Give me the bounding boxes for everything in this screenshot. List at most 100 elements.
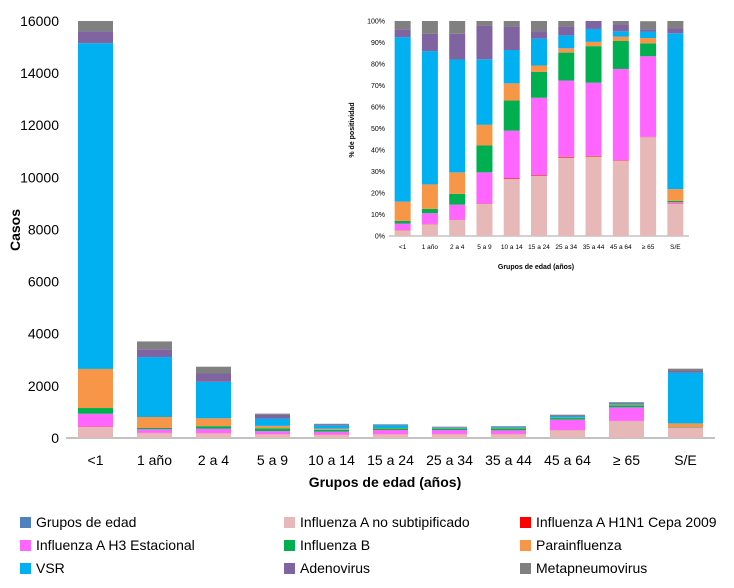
main-y-tick-label: 8000 bbox=[28, 221, 59, 237]
inset-bar-segment bbox=[422, 184, 438, 209]
main-y-tick-label: 2000 bbox=[28, 378, 59, 394]
legend-label: Grupos de edad bbox=[36, 514, 136, 530]
inset-y-tick-label: 100% bbox=[367, 18, 385, 25]
inset-bar-segment bbox=[422, 21, 438, 34]
inset-bar-segment bbox=[531, 21, 547, 31]
main-bar-segment bbox=[373, 430, 408, 434]
legend-label: Influenza A H3 Estacional bbox=[36, 537, 195, 553]
main-bar-segment bbox=[668, 423, 703, 427]
main-x-tick-label: 2 a 4 bbox=[198, 452, 229, 468]
inset-bar-segment bbox=[531, 66, 547, 72]
inset-bar-segment bbox=[395, 202, 411, 221]
inset-x-tick-label: <1 bbox=[399, 244, 407, 251]
inset-bar-segment bbox=[476, 172, 492, 203]
legend-swatch bbox=[520, 563, 531, 574]
inset-bar-segment bbox=[586, 21, 602, 29]
inset-bar-segment bbox=[422, 213, 438, 224]
inset-bar-segment bbox=[476, 204, 492, 236]
main-x-tick-label: 25 a 34 bbox=[426, 452, 473, 468]
main-bar-segment bbox=[314, 424, 349, 425]
main-bar-segment bbox=[196, 429, 231, 433]
inset-bar-segment bbox=[640, 137, 656, 236]
inset-bar-segment bbox=[558, 48, 574, 52]
main-bar-segment bbox=[255, 431, 290, 434]
inset-bar-segment bbox=[640, 43, 656, 56]
inset-x-tick-label: 5 a 9 bbox=[477, 244, 492, 251]
inset-bar-segment bbox=[449, 21, 465, 34]
main-bar-segment bbox=[373, 428, 408, 430]
main-bar-segment bbox=[137, 433, 172, 438]
main-bar-segment bbox=[255, 415, 290, 419]
main-bar-segment bbox=[196, 382, 231, 418]
main-bar-segment bbox=[196, 426, 231, 429]
inset-bar-segment bbox=[586, 42, 602, 46]
inset-bar-segment bbox=[476, 26, 492, 59]
main-bar-segment bbox=[491, 430, 526, 434]
main-bar-segment bbox=[137, 357, 172, 417]
inset-x-tick-label: 10 a 14 bbox=[501, 244, 523, 251]
main-bar-segment bbox=[432, 428, 467, 429]
main-bar-segment bbox=[432, 427, 467, 428]
main-y-tick-label: 10000 bbox=[20, 169, 59, 185]
legend-label: Influenza B bbox=[300, 537, 370, 553]
inset-bar-segment bbox=[422, 51, 438, 184]
main-bar-segment bbox=[137, 429, 172, 433]
main-bar-segment bbox=[314, 435, 349, 438]
inset-bar-segment bbox=[395, 30, 411, 38]
main-bar-segment bbox=[137, 341, 172, 349]
inset-y-tick-label: 90% bbox=[371, 40, 385, 47]
inset-bar-segment bbox=[558, 26, 574, 35]
main-bar-segment bbox=[491, 426, 526, 427]
main-bar-segment bbox=[314, 430, 349, 432]
main-bar-segment bbox=[78, 369, 113, 408]
inset-bar-segment bbox=[640, 38, 656, 43]
main-bar-segment bbox=[78, 414, 113, 427]
main-x-tick-label: ≥ 65 bbox=[613, 452, 640, 468]
inset-bar-segment bbox=[667, 204, 683, 236]
inset-bar-segment bbox=[504, 101, 520, 131]
main-bar-segment bbox=[373, 434, 408, 438]
main-bar-segment bbox=[196, 373, 231, 381]
inset-bar-segment bbox=[558, 53, 574, 81]
inset-bar-segment bbox=[640, 29, 656, 31]
inset-bar-segment bbox=[476, 145, 492, 172]
inset-bar-segment bbox=[586, 156, 602, 157]
main-x-axis-label: Grupos de edad (años) bbox=[309, 474, 461, 490]
inset-bar-segment bbox=[449, 172, 465, 194]
main-bar-segment bbox=[491, 427, 526, 428]
inset-bar-segment bbox=[613, 161, 629, 236]
inset-x-tick-label: ≥ 65 bbox=[642, 244, 655, 251]
main-bar-segment bbox=[491, 428, 526, 430]
main-bar-segment bbox=[255, 414, 290, 415]
main-x-tick-label: S/E bbox=[674, 452, 697, 468]
inset-bar-segment bbox=[586, 156, 602, 236]
inset-chart: % de positividad Grupos de edad (años) 0… bbox=[349, 14, 732, 276]
inset-bar-segment bbox=[449, 34, 465, 60]
inset-bar-segment bbox=[613, 21, 629, 24]
main-bar-segment bbox=[609, 403, 644, 404]
inset-bar-segment bbox=[640, 56, 656, 137]
legend-swatch bbox=[520, 517, 531, 528]
legend-label: Parainfluenza bbox=[536, 537, 622, 553]
main-bar-segment bbox=[373, 425, 408, 428]
inset-bar-segment bbox=[449, 205, 465, 220]
inset-y-axis-label: % de positividad bbox=[349, 102, 356, 157]
main-bar-segment bbox=[609, 402, 644, 403]
main-bar-segment bbox=[668, 371, 703, 373]
main-bar-segment bbox=[432, 427, 467, 428]
main-bar-segment bbox=[609, 403, 644, 404]
inset-bar-segment bbox=[558, 158, 574, 236]
legend-swatch bbox=[20, 517, 31, 528]
main-bar-segment bbox=[668, 373, 703, 424]
inset-bar-segment bbox=[504, 26, 520, 50]
inset-bar-segment bbox=[667, 21, 683, 29]
main-bar-segment bbox=[432, 434, 467, 438]
main-bar-segment bbox=[609, 405, 644, 406]
main-bar-segment bbox=[609, 407, 644, 421]
inset-x-axis-label: Grupos de edad (años) bbox=[498, 264, 574, 271]
main-bar-segment bbox=[137, 417, 172, 428]
main-bar-segment bbox=[550, 416, 585, 418]
inset-x-tick-label: 15 a 24 bbox=[528, 244, 550, 251]
